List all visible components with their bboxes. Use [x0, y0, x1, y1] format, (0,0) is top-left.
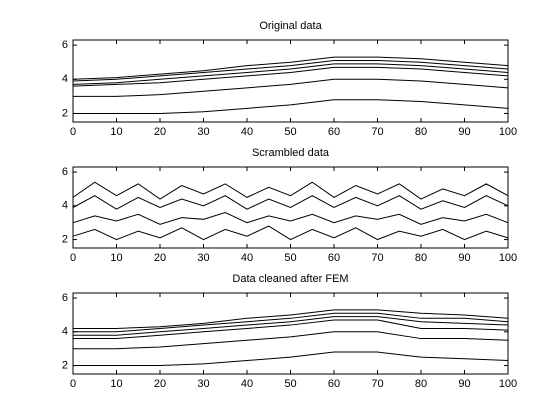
x-tick-label: 70: [371, 252, 383, 264]
data-line: [73, 319, 509, 340]
x-tick-label: 0: [70, 378, 76, 390]
axes-box: [72, 292, 509, 375]
x-tick-label: 50: [284, 126, 296, 138]
data-line: [73, 309, 509, 329]
x-tick-label: 30: [197, 378, 209, 390]
x-tick-label: 20: [154, 378, 166, 390]
x-tick-label: 60: [328, 378, 340, 390]
data-line: [73, 316, 509, 336]
x-tick-label: 10: [110, 126, 122, 138]
x-tick-label: 100: [499, 378, 517, 390]
data-line: [72, 63, 509, 85]
x-tick-label: 40: [241, 252, 253, 264]
axes-box: [72, 166, 509, 249]
x-tick-label: 60: [328, 126, 340, 138]
data-line: [73, 312, 509, 333]
y-tick-label: 2: [62, 107, 68, 119]
x-tick-label: 20: [154, 252, 166, 264]
x-tick-label: 90: [458, 252, 470, 264]
data-line: [72, 212, 509, 225]
data-line: [72, 225, 509, 241]
data-line: [72, 181, 509, 200]
x-tick-label: 10: [110, 252, 122, 264]
y-tick-label: 4: [62, 73, 68, 85]
y-tick-label: 4: [62, 200, 68, 212]
subplot-title: Data cleaned after FEM: [232, 273, 348, 285]
axes-box: [72, 39, 509, 123]
data-line: [73, 351, 509, 367]
data-line: [72, 195, 509, 210]
y-tick-label: 4: [62, 326, 68, 338]
x-tick-label: 100: [499, 126, 517, 138]
subplot-title: Original data: [259, 20, 322, 32]
data-line: [73, 78, 509, 97]
subplot-title: Scrambled data: [252, 147, 330, 159]
x-tick-label: 80: [415, 252, 427, 264]
x-tick-label: 10: [110, 378, 122, 390]
x-tick-label: 30: [197, 126, 209, 138]
x-tick-label: 90: [458, 378, 470, 390]
axes-background: [73, 40, 508, 122]
x-tick-label: 60: [328, 252, 340, 264]
x-tick-label: 0: [70, 126, 76, 138]
x-tick-label: 70: [371, 126, 383, 138]
x-tick-label: 0: [70, 252, 76, 264]
data-line: [73, 331, 509, 350]
x-tick-label: 50: [284, 252, 296, 264]
x-tick-label: 90: [458, 126, 470, 138]
y-tick-label: 6: [62, 39, 68, 51]
x-tick-label: 100: [499, 252, 517, 264]
x-tick-label: 70: [371, 378, 383, 390]
y-tick-label: 6: [62, 166, 68, 178]
x-tick-label: 50: [284, 378, 296, 390]
x-tick-label: 20: [154, 126, 166, 138]
axes-background: [73, 293, 508, 374]
data-line: [72, 56, 509, 80]
data-line: [72, 60, 509, 82]
y-tick-label: 2: [62, 233, 68, 245]
x-tick-label: 80: [415, 126, 427, 138]
y-tick-label: 6: [62, 292, 68, 304]
data-line: [73, 99, 509, 114]
x-tick-label: 40: [241, 126, 253, 138]
y-tick-label: 2: [62, 359, 68, 371]
data-line: [72, 66, 509, 87]
x-tick-label: 30: [197, 252, 209, 264]
x-tick-label: 80: [415, 378, 427, 390]
x-tick-label: 40: [241, 378, 253, 390]
